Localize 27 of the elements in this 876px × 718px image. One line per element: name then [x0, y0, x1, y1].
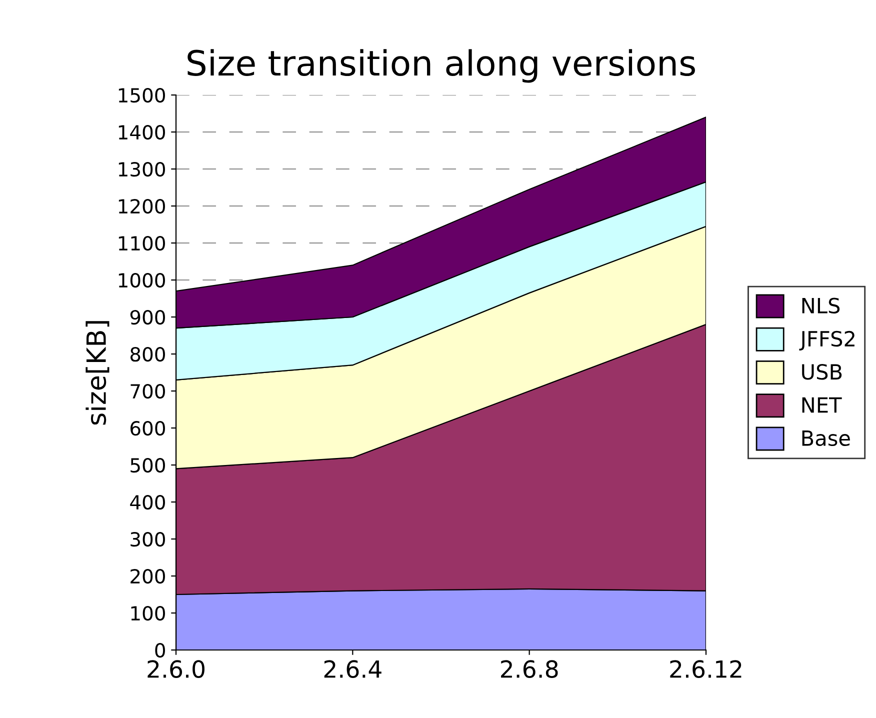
y-tick-label: 200 — [130, 568, 165, 584]
y-axis-title: size[KB] — [86, 321, 110, 425]
y-tick-label: 800 — [130, 346, 165, 362]
y-tick-label: 400 — [130, 494, 165, 510]
legend-label: USB — [802, 364, 842, 380]
legend-label: NET — [802, 397, 842, 413]
y-tick-label: 500 — [130, 458, 165, 473]
y-tick-label: 100 — [131, 606, 165, 621]
x-tick-label: 2.6.8 — [501, 660, 558, 678]
x-tick-label: 2.6.0 — [148, 660, 204, 678]
legend-label: NLS — [802, 298, 840, 314]
legend-label: Base — [802, 430, 850, 446]
y-tick-label: 1000 — [118, 272, 165, 288]
y-tick-label: 600 — [130, 420, 165, 436]
y-tick-label: 1300 — [118, 162, 165, 177]
x-tick-label: 2.6.12 — [670, 660, 742, 678]
y-tick-label: 1400 — [118, 124, 165, 140]
y-tick-label: 300 — [130, 532, 165, 547]
y-tick-label: 700 — [130, 384, 165, 399]
y-tick-label: 1500 — [118, 88, 165, 103]
x-tick-label: 2.6.4 — [324, 660, 382, 678]
y-tick-label: 1200 — [118, 198, 165, 214]
legend-label: JFFS2 — [799, 330, 854, 351]
y-tick-label: 0 — [155, 642, 165, 658]
y-tick-label: 900 — [130, 310, 165, 325]
chart-title: Size transition along versions — [188, 49, 695, 83]
y-tick-label: 1100 — [118, 236, 165, 251]
